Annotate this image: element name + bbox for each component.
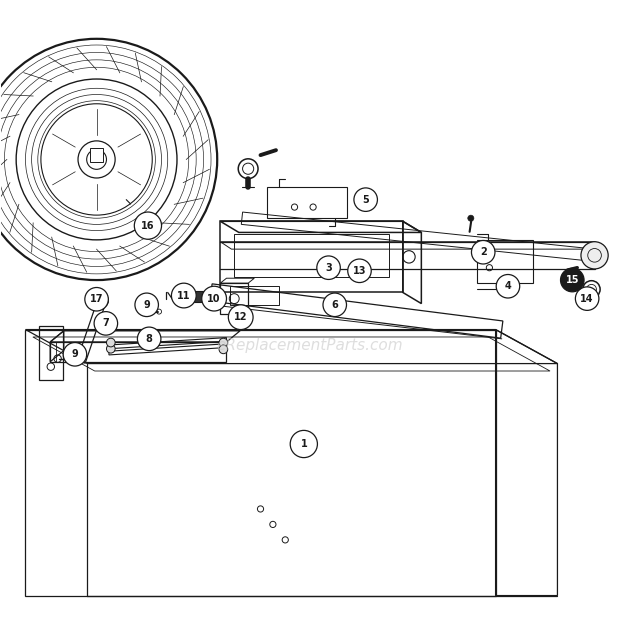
Text: 11: 11 [177,290,190,300]
Circle shape [354,188,378,211]
Text: 14: 14 [580,294,594,304]
Text: 15: 15 [565,275,579,285]
Circle shape [323,293,347,317]
Circle shape [135,293,159,317]
Circle shape [228,305,253,330]
Text: 3: 3 [325,262,332,272]
Circle shape [581,242,608,269]
Text: 9: 9 [143,300,150,310]
Circle shape [202,286,226,311]
Circle shape [138,327,161,351]
Circle shape [184,291,195,302]
Circle shape [348,259,371,282]
Polygon shape [189,291,220,302]
Circle shape [107,338,115,347]
Text: 12: 12 [234,312,247,322]
Text: 16: 16 [141,221,154,231]
Text: 1: 1 [301,439,307,449]
Circle shape [560,268,584,292]
Circle shape [575,287,599,310]
Circle shape [85,287,108,311]
Text: eReplacementParts.com: eReplacementParts.com [216,338,404,353]
Circle shape [63,343,87,366]
Text: 2: 2 [480,247,487,258]
Circle shape [172,283,196,308]
Text: 5: 5 [362,195,369,205]
Text: 4: 4 [505,281,511,291]
Circle shape [219,345,228,354]
Circle shape [94,312,118,335]
Circle shape [135,212,162,239]
Text: 10: 10 [207,294,221,304]
Circle shape [317,256,340,279]
Polygon shape [91,148,103,162]
Text: 9: 9 [71,350,78,360]
Text: 8: 8 [146,334,153,344]
Circle shape [290,430,317,458]
Circle shape [215,291,226,302]
Text: 7: 7 [102,318,109,328]
Circle shape [219,338,228,347]
Text: 17: 17 [90,294,104,304]
Text: 6: 6 [331,300,338,310]
Circle shape [107,345,115,353]
Text: 13: 13 [353,266,366,276]
Circle shape [471,241,495,264]
Circle shape [467,215,474,221]
Circle shape [496,274,520,298]
